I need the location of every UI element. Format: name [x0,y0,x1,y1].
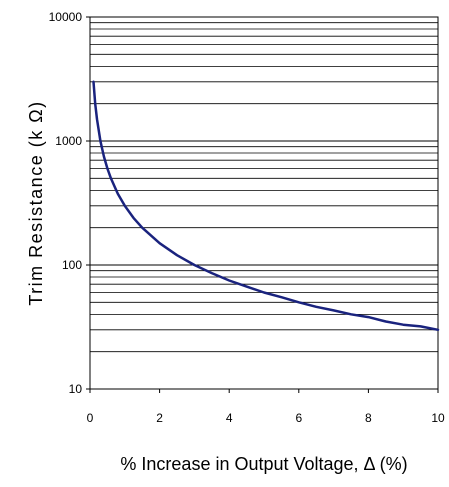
x-tick-label: 6 [295,411,302,425]
plot-area-frame [89,16,439,390]
x-tick-label: 0 [87,411,94,425]
x-axis-title: % Increase in Output Voltage, Δ (%) [120,454,407,474]
y-tick-label: 100 [62,258,82,272]
x-tick-label: 2 [156,411,163,425]
y-tick-labels: 10 100 1000 10000 [49,10,83,396]
x-tick-labels: 0 2 4 6 8 10 [87,411,445,425]
x-tick-label: 10 [431,411,445,425]
y-axis-title: Trim Resistance (k Ω) [26,100,46,305]
y-tick-label: 10 [69,382,83,396]
series-line-trim-resistance [92,80,440,332]
y-tick-label: 10000 [49,10,83,24]
gridlines [90,22,438,353]
y-tick-label: 1000 [55,134,82,148]
tick-marks [86,16,439,393]
x-tick-label: 4 [226,411,233,425]
x-tick-label: 8 [365,411,372,425]
